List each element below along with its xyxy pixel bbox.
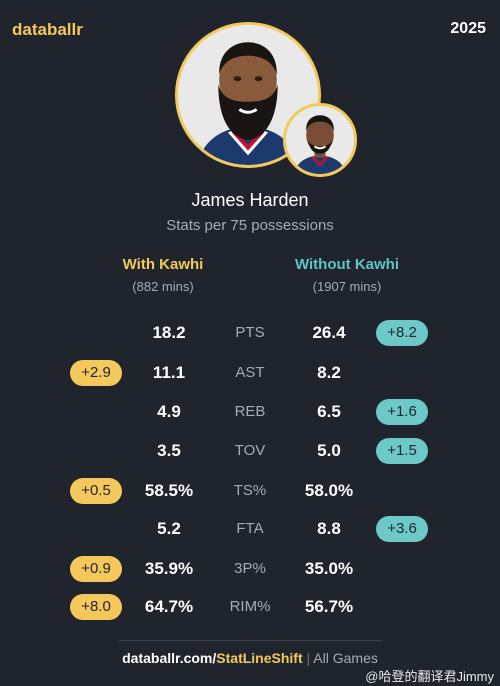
stat-row: +0.9 35.9% 3P% 35.0% [0, 554, 500, 584]
without-value: 8.2 [317, 363, 341, 382]
stat-label: TOV [234, 442, 266, 459]
footer-games-filter: All Games [313, 650, 378, 666]
without-diff-badge: +3.6 [376, 516, 428, 542]
with-diff-badge: +2.9 [70, 360, 122, 386]
without-value: 58.0% [304, 481, 354, 500]
without-diff-badge: +1.6 [376, 399, 428, 425]
with-value: 35.9% [144, 559, 194, 578]
without-value: 56.7% [304, 597, 354, 616]
with-value: 64.7% [144, 597, 194, 616]
footer-separator: | [306, 650, 311, 666]
stat-row: 18.2 PTS 26.4 +8.2 [0, 318, 500, 348]
footer-site-link[interactable]: databallr.com/ [122, 650, 217, 666]
stat-label: FTA [236, 520, 264, 537]
with-value: 18.2 [152, 323, 186, 342]
stat-label: RIM% [229, 598, 271, 615]
stat-label: PTS [235, 324, 265, 341]
footer: databallr.com/StatLineShift | All Games [0, 650, 500, 666]
without-value: 6.5 [317, 402, 341, 421]
stat-row: 5.2 FTA 8.8 +3.6 [0, 514, 500, 544]
footer-path-link[interactable]: StatLineShift [216, 650, 303, 666]
without-diff-badge: +1.5 [376, 438, 428, 464]
with-value: 11.1 [152, 363, 186, 382]
footer-divider [118, 640, 382, 641]
column-header-with: With Kawhi (882 mins) [83, 256, 243, 294]
column-header-without: Without Kawhi (1907 mins) [267, 256, 427, 294]
with-title: With Kawhi [122, 256, 204, 273]
watermark: @哈登的翻译君Jimmy [365, 669, 494, 684]
with-diff-badge: +0.9 [70, 556, 122, 582]
stat-row: +2.9 11.1 AST 8.2 [0, 358, 500, 388]
stat-row: +0.5 58.5% TS% 58.0% [0, 476, 500, 506]
without-diff-badge: +8.2 [376, 320, 428, 346]
without-value: 8.8 [317, 519, 341, 538]
player-photo [175, 22, 321, 168]
with-diff-badge: +0.5 [70, 478, 122, 504]
without-minutes: (1907 mins) [312, 279, 382, 294]
with-diff-badge: +8.0 [70, 594, 122, 620]
without-value: 35.0% [304, 559, 354, 578]
season-year: 2025 [450, 20, 486, 37]
stats-subtitle: Stats per 75 possessions [166, 217, 334, 234]
with-value: 4.9 [157, 402, 181, 421]
stat-label: TS% [233, 482, 267, 499]
without-title: Without Kawhi [294, 256, 399, 273]
with-value: 3.5 [157, 441, 181, 460]
without-value: 5.0 [317, 441, 341, 460]
with-value: 5.2 [157, 519, 181, 538]
without-value: 26.4 [312, 323, 346, 342]
stat-row: +8.0 64.7% RIM% 56.7% [0, 592, 500, 622]
brand-logo[interactable]: databallr [12, 20, 83, 39]
stat-label: REB [234, 403, 266, 420]
with-minutes: (882 mins) [132, 279, 194, 294]
stat-label: 3P% [234, 560, 266, 577]
stat-label: AST [235, 364, 265, 381]
stat-row: 3.5 TOV 5.0 +1.5 [0, 436, 500, 466]
player-name: James Harden [191, 190, 309, 210]
teammate-photo [283, 103, 357, 177]
stat-row: 4.9 REB 6.5 +1.6 [0, 397, 500, 427]
with-value: 58.5% [144, 481, 194, 500]
